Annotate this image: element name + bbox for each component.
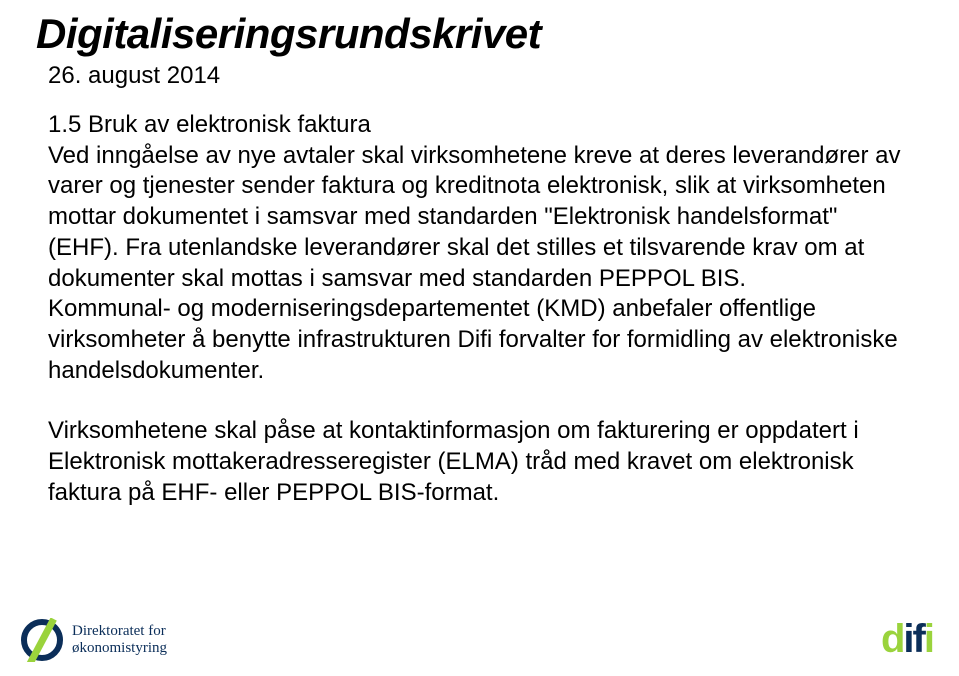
paragraph-2: Virksomhetene skal påse at kontaktinform… bbox=[48, 416, 913, 508]
page-title: Digitaliseringsrundskrivet bbox=[36, 10, 923, 58]
difi-wordmark: difi bbox=[881, 617, 933, 662]
logo-difi: difi bbox=[881, 617, 933, 662]
dfo-icon bbox=[20, 618, 64, 662]
difi-letter-i2: i bbox=[924, 617, 933, 662]
date-subtitle: 26. august 2014 bbox=[48, 62, 923, 90]
dfo-text-line1: Direktoratet for bbox=[72, 623, 167, 640]
difi-letter-i1: i bbox=[903, 617, 912, 662]
body-text: 1.5 Bruk av elektronisk fakturaVed inngå… bbox=[48, 110, 923, 509]
dfo-text: Direktoratet for økonomistyring bbox=[72, 623, 167, 658]
dfo-text-line2: økonomistyring bbox=[72, 640, 167, 657]
difi-letter-d: d bbox=[881, 617, 903, 662]
paragraph-1: 1.5 Bruk av elektronisk fakturaVed inngå… bbox=[48, 110, 913, 386]
difi-letter-f: f bbox=[913, 617, 924, 662]
slide-container: Digitaliseringsrundskrivet 26. august 20… bbox=[0, 0, 959, 676]
logo-dfo: Direktoratet for økonomistyring bbox=[20, 618, 167, 662]
